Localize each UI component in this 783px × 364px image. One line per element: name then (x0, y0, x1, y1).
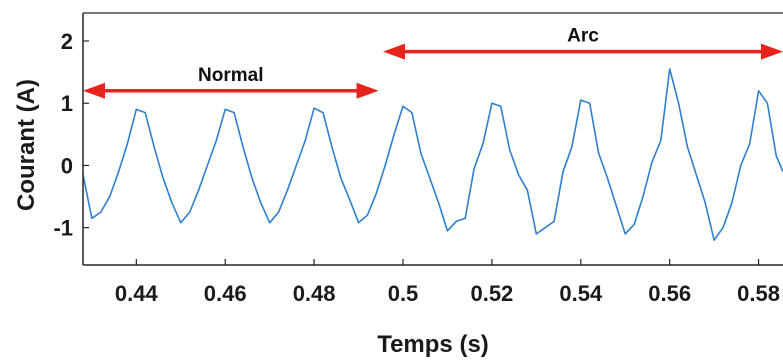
y-tick-label: 0 (61, 153, 73, 178)
y-tick-label: 2 (61, 29, 73, 54)
annotation-arrow-0: Normal (83, 65, 379, 99)
x-tick-label: 0.48 (293, 281, 336, 306)
x-ticks: 0.44 0.46 0.48 0.5 0.52 0.54 0.56 0.58 (115, 259, 780, 306)
y-tick-label: -1 (53, 216, 73, 241)
annotation-arrow-1: Arc (383, 26, 783, 60)
y-ticks: -1 0 1 2 (53, 29, 89, 241)
plot-area (83, 13, 783, 265)
x-tick-label: 0.52 (470, 281, 513, 306)
x-tick-label: 0.54 (559, 281, 603, 306)
annotation-label-1: Arc (567, 26, 599, 47)
x-tick-label: 0.56 (648, 281, 691, 306)
x-tick-label: 0.5 (388, 281, 419, 306)
y-tick-label: 1 (61, 91, 73, 116)
annotation-label-0: Normal (198, 65, 263, 86)
x-tick-label: 0.46 (204, 281, 247, 306)
y-axis-label: Courant (A) (13, 79, 40, 211)
x-tick-label: 0.58 (737, 281, 780, 306)
series-layer (82, 68, 783, 241)
x-axis-label: Temps (s) (377, 331, 489, 358)
arrow-layer: Normal Arc (83, 26, 783, 99)
x-tick-label: 0.44 (115, 281, 159, 306)
series-line-0 (82, 68, 783, 241)
